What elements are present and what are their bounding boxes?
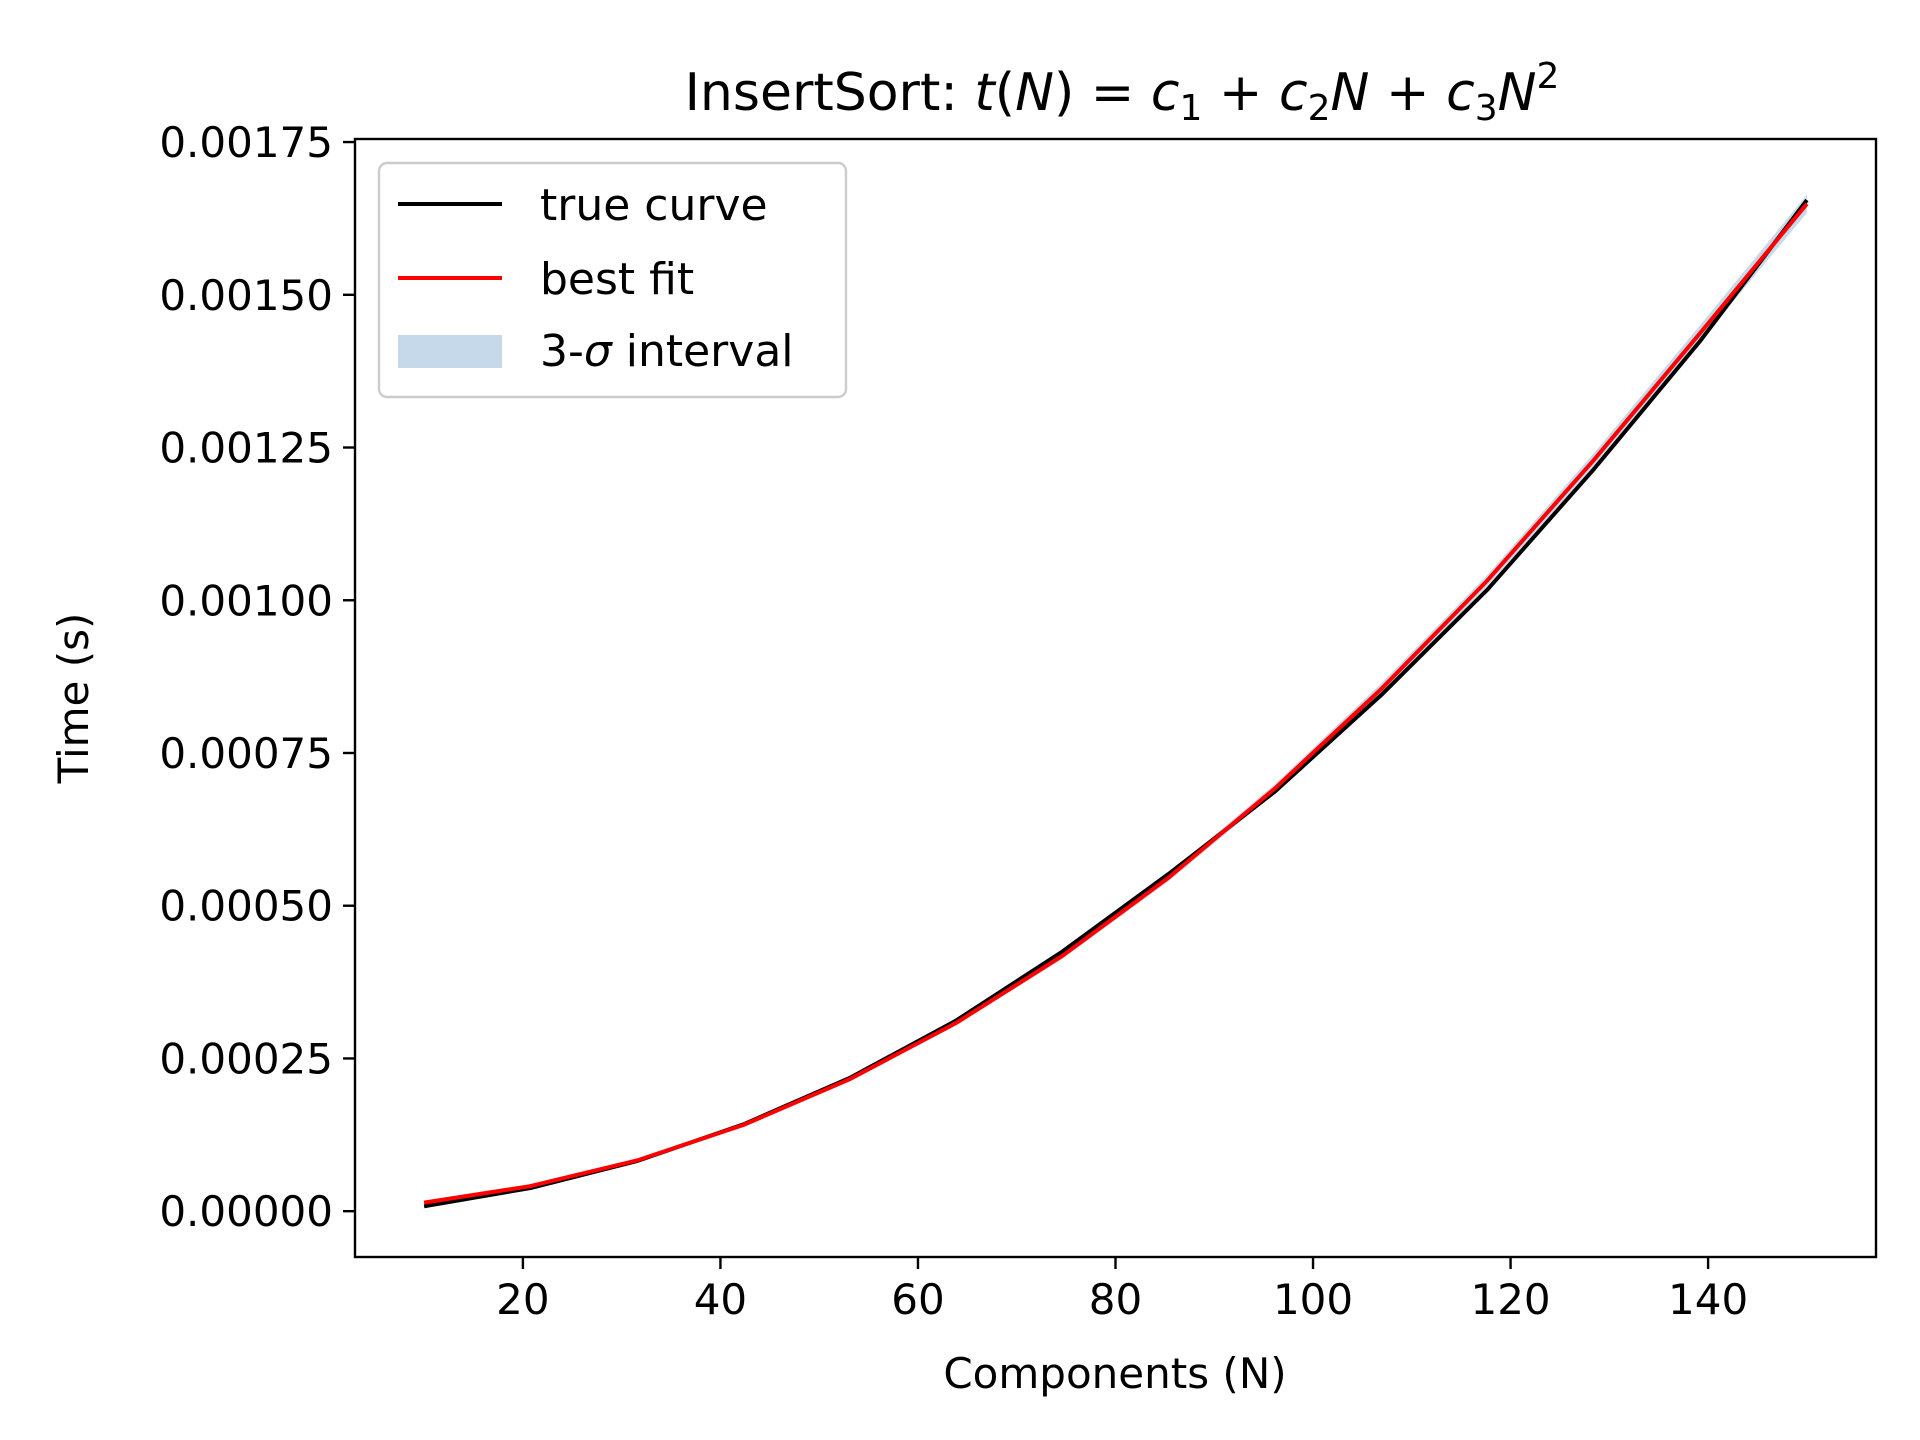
legend-label-best-fit: best fit xyxy=(540,254,694,305)
y-tick-label: 0.00150 xyxy=(159,271,333,320)
x-tick-label: 120 xyxy=(1470,1275,1550,1324)
legend: true curve best fit 3-σ interval xyxy=(377,161,848,399)
y-tick-label: 0.00025 xyxy=(159,1034,333,1083)
y-axis-ticks: 0.00000 0.00025 0.00050 0.00075 0.00100 0.001… xyxy=(159,118,355,1236)
y-tick-label: 0.00100 xyxy=(159,576,333,625)
y-axis-label: Time (s) xyxy=(49,613,98,785)
x-tick-label: 20 xyxy=(496,1275,549,1324)
y-tick-label: 0.00000 xyxy=(159,1187,333,1236)
series-lines-layer xyxy=(423,198,1809,1209)
y-tick-label: 0.00050 xyxy=(159,882,333,931)
legend-swatch-3-sigma-interval xyxy=(398,335,502,368)
chart-title: InsertSort: t(N) = c1 + c2N + c3N2 xyxy=(685,56,1560,129)
series-line-best-fit xyxy=(423,202,1809,1205)
x-tick-label: 60 xyxy=(891,1275,944,1324)
x-axis-ticks: 20 40 60 80 100 120 140 xyxy=(496,1257,1748,1324)
x-axis-label: Components (N) xyxy=(943,1349,1286,1398)
x-tick-label: 40 xyxy=(694,1275,747,1324)
x-tick-label: 140 xyxy=(1668,1275,1748,1324)
legend-label-true-curve: true curve xyxy=(540,180,768,231)
legend-label-3-sigma-interval: 3-σ interval xyxy=(540,326,794,377)
y-tick-label: 0.00075 xyxy=(159,729,333,778)
y-tick-label: 0.00175 xyxy=(159,118,333,167)
x-tick-label: 80 xyxy=(1089,1275,1142,1324)
y-tick-label: 0.00125 xyxy=(159,424,333,473)
x-tick-label: 100 xyxy=(1273,1275,1353,1324)
